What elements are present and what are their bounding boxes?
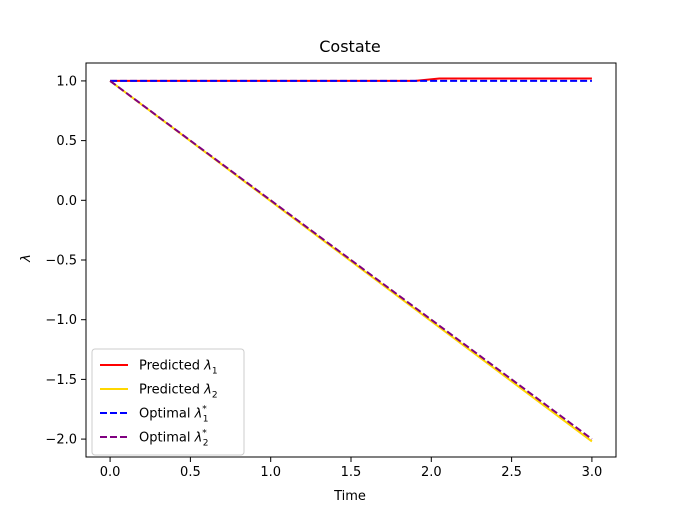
- legend-label-1: Predicted λ1: [139, 359, 218, 377]
- x-tick-label: 2.5: [501, 465, 522, 480]
- legend: Predicted λ1 Predicted λ2 Optimal λ* 1 Optim…: [91, 348, 245, 456]
- y-tick-label: −2.0: [45, 433, 77, 448]
- y-tick-label: 0.5: [56, 134, 77, 149]
- x-tick-label: 0.0: [100, 465, 121, 480]
- y-axis-label: λ: [19, 254, 34, 263]
- x-axis-label: Time: [333, 489, 366, 504]
- y-tick-label: 1.0: [56, 74, 77, 89]
- x-tick-label: 2.0: [421, 465, 442, 480]
- legend-label-3: Optimal λ* 1: [139, 405, 209, 425]
- y-tick-label: −1.0: [45, 313, 77, 328]
- y-axis-ticks: 1.0 0.5 0.0 −0.5 −1.0 −1.5 −2.0: [45, 74, 86, 448]
- x-tick-label: 0.5: [180, 465, 201, 480]
- legend-label-4: Optimal λ* 2: [139, 429, 209, 449]
- plot-lines: [109, 77, 593, 443]
- legend-label-2: Predicted λ2: [139, 383, 218, 401]
- chart-title: Costate: [319, 37, 381, 56]
- x-tick-label: 3.0: [582, 465, 603, 480]
- x-axis-ticks: 0.0 0.5 1.0 1.5 2.0 2.5 3.0: [100, 457, 603, 480]
- x-tick-label: 1.5: [341, 465, 362, 480]
- x-tick-label: 1.0: [260, 465, 281, 480]
- y-tick-label: −0.5: [45, 254, 77, 269]
- legend-box: [91, 348, 245, 456]
- series-line-4: [109, 80, 593, 440]
- y-tick-label: 0.0: [56, 194, 77, 209]
- y-tick-label: −1.5: [45, 373, 77, 388]
